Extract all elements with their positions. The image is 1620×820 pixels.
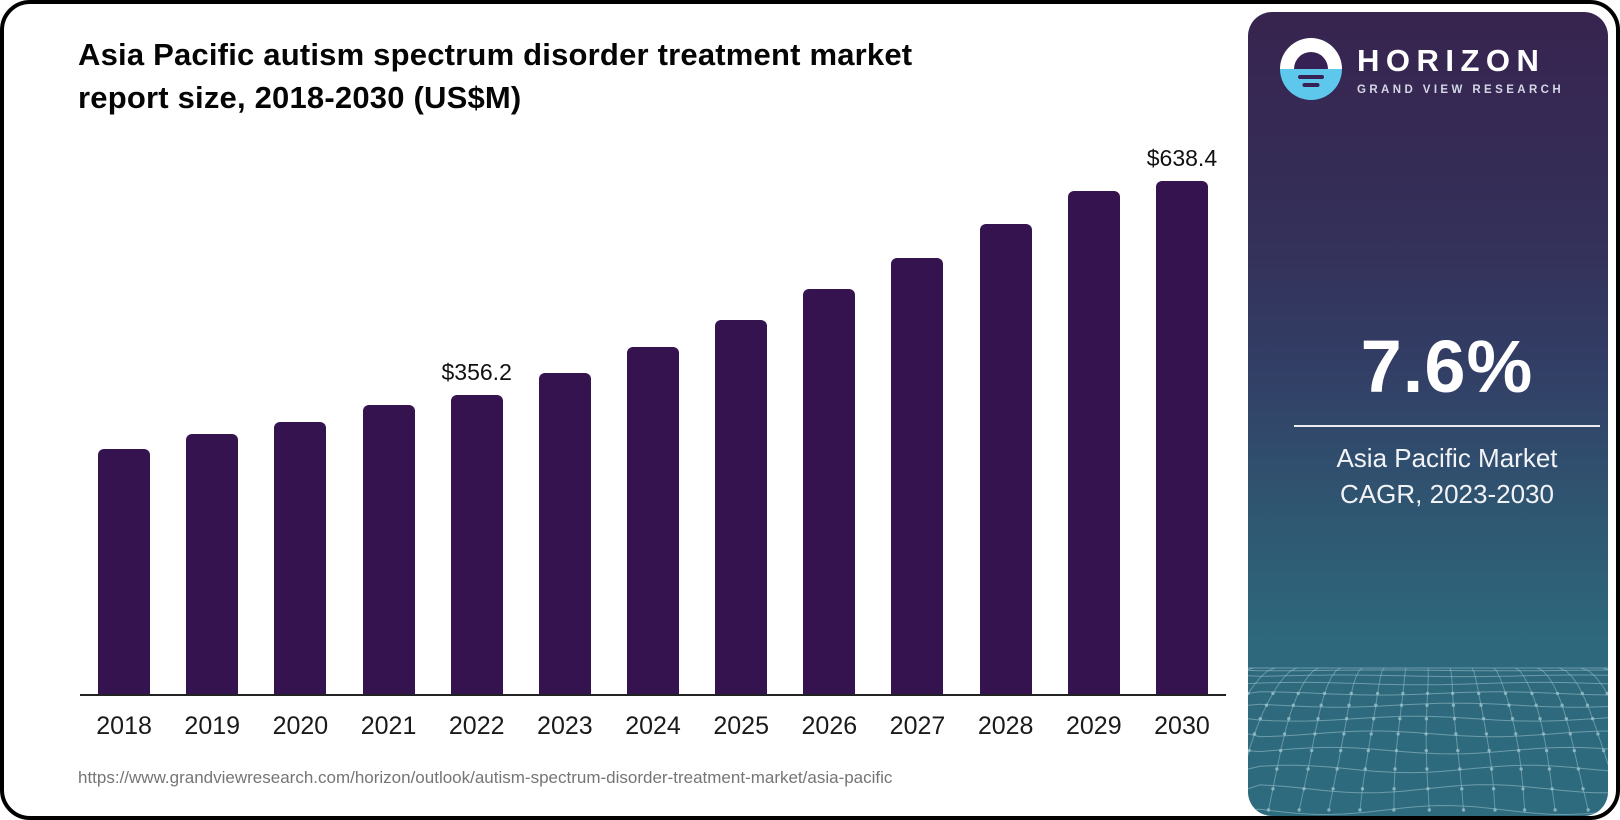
chart-title: Asia Pacific autism spectrum disorder tr… <box>78 34 1078 120</box>
bar-chart: $356.2 $638.4 2018 2019 2020 2021 2022 2023 202… <box>80 145 1226 741</box>
x-axis-label-2029: 2029 <box>1065 712 1122 740</box>
bar-group-2018 <box>80 145 168 694</box>
brand-subtitle: GRAND VIEW RESEARCH <box>1357 83 1565 96</box>
chart-bars: $356.2 $638.4 <box>80 145 1226 696</box>
bar-group-2023 <box>521 145 609 694</box>
bar-group-2028 <box>962 145 1050 694</box>
x-axis-label-2024: 2024 <box>625 712 681 740</box>
bar-group-2021 <box>344 145 432 694</box>
x-axis-label-2019: 2019 <box>184 712 241 740</box>
chart-title-line2: report size, 2018-2030 (US$M) <box>78 79 522 115</box>
cagr-caption-line1: Asia Pacific Market <box>1336 443 1558 473</box>
bar-group-2019 <box>168 145 256 694</box>
chart-years: 2018 2019 2020 2021 2022 2023 2024 2025 2026 2027… <box>80 696 1226 741</box>
cagr-stat: 7.6% Asia Pacific Market CAGR, 2023-2030 <box>1294 324 1600 513</box>
bar-2019 <box>186 434 239 694</box>
x-axis-label-2030: 2030 <box>1154 712 1210 740</box>
cagr-caption: Asia Pacific Market CAGR, 2023-2030 <box>1294 441 1600 513</box>
x-axis-label-2022: 2022 <box>448 712 505 740</box>
x-axis-label-2020: 2020 <box>272 712 329 740</box>
x-axis-label-2025: 2025 <box>713 712 769 740</box>
bar-2022 <box>450 395 503 694</box>
x-axis-label-2021: 2021 <box>360 712 417 740</box>
wireframe-mesh-decoration <box>1248 667 1608 816</box>
logo-sun-icon <box>1294 52 1328 69</box>
bar-2025 <box>715 320 768 694</box>
bar-2029 <box>1067 191 1120 694</box>
bar-group-2024 <box>609 145 697 694</box>
x-axis-label-2028: 2028 <box>977 712 1034 740</box>
logo: HORIZON GRAND VIEW RESEARCH <box>1280 38 1564 100</box>
bar-2018 <box>98 449 151 694</box>
bar-group-2022: $356.2 <box>433 145 521 694</box>
source-url: https://www.grandviewresearch.com/horizo… <box>78 768 893 787</box>
logo-reflection-line-icon <box>1302 83 1320 87</box>
bar-2026 <box>803 289 856 694</box>
bar-2021 <box>362 405 415 694</box>
bar-group-2026 <box>785 145 873 694</box>
x-axis-label-2026: 2026 <box>801 712 858 740</box>
bar-2024 <box>627 347 680 694</box>
horizon-logo-icon <box>1280 38 1342 100</box>
sidebar: HORIZON GRAND VIEW RESEARCH 7.6% Asia Pa… <box>1248 12 1608 816</box>
chart-title-line1: Asia Pacific autism spectrum disorder tr… <box>78 37 913 72</box>
bar-group-2025 <box>697 145 785 694</box>
bar-group-2020 <box>256 145 344 694</box>
logo-reflection-line-icon <box>1298 75 1324 79</box>
bar-group-2027 <box>873 145 961 694</box>
brand-name: HORIZON <box>1357 42 1546 78</box>
bar-2023 <box>538 373 591 694</box>
cagr-caption-line2: CAGR, 2023-2030 <box>1340 478 1554 509</box>
bar-value-label-2022: $356.2 <box>441 359 512 385</box>
bar-group-2029 <box>1050 145 1138 694</box>
bar-2020 <box>274 422 327 694</box>
bar-2030 <box>1155 181 1208 694</box>
cagr-value: 7.6% <box>1360 325 1534 408</box>
bar-2027 <box>891 258 944 694</box>
x-axis-label-2027: 2027 <box>889 712 946 740</box>
x-axis-label-2018: 2018 <box>96 712 152 740</box>
bar-group-2030: $638.4 <box>1138 145 1226 694</box>
bar-value-label-2030: $638.4 <box>1146 145 1218 171</box>
logo-text: HORIZON GRAND VIEW RESEARCH <box>1357 43 1564 96</box>
stat-divider <box>1294 425 1600 427</box>
bar-2028 <box>979 224 1032 694</box>
x-axis-label-2023: 2023 <box>537 712 593 740</box>
